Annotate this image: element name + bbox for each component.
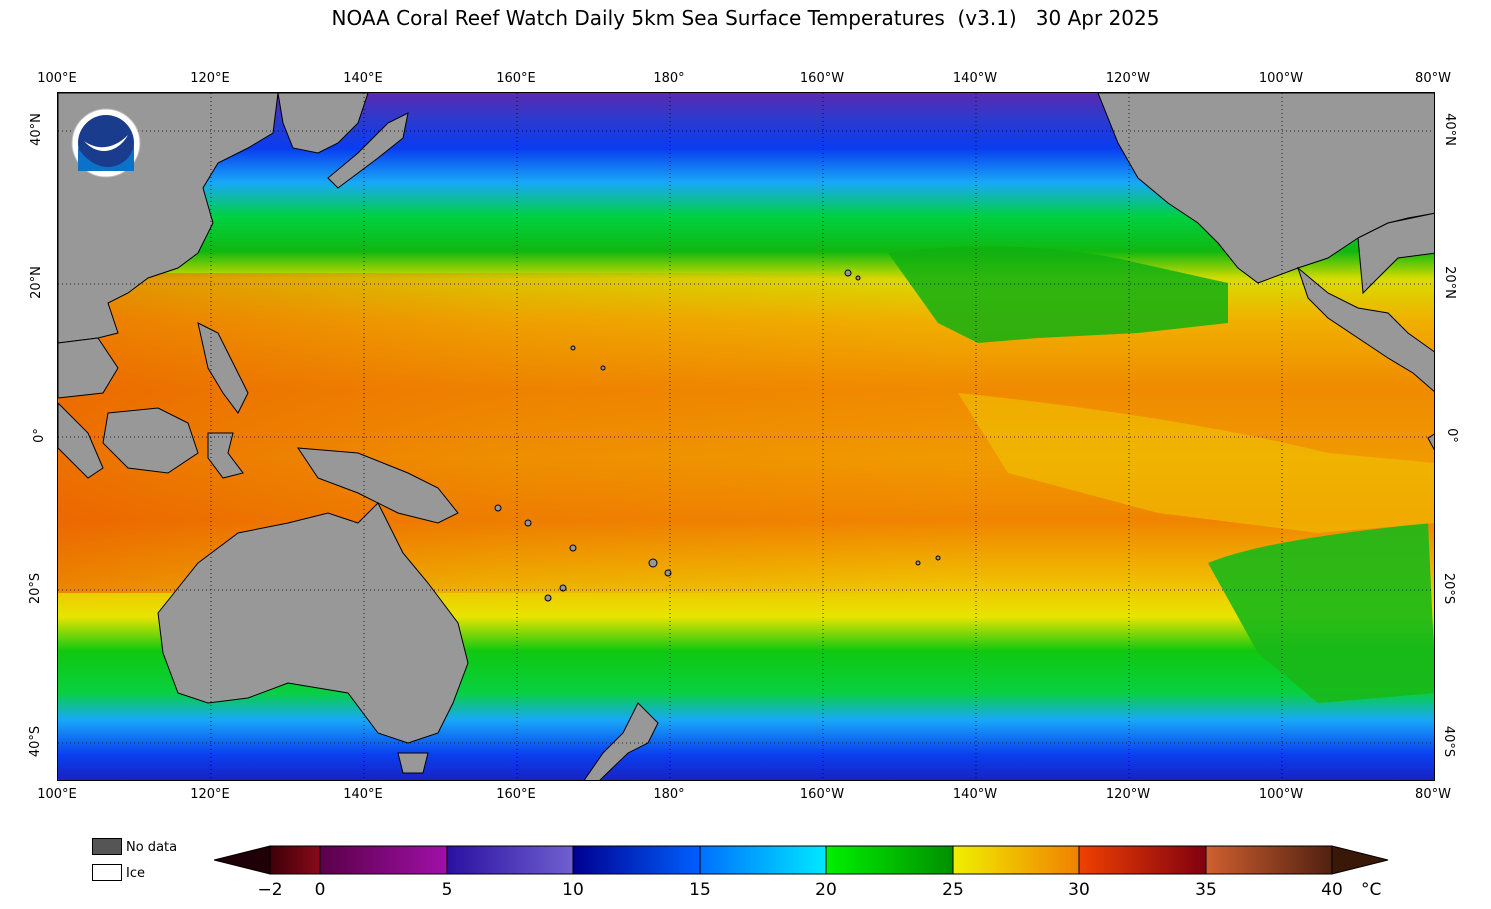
lon-label: 160°E [496,71,536,86]
lat-label: 20°S [28,572,44,605]
colorbar-tick: 10 [562,880,584,900]
lat-label: 40°N [1441,113,1457,146]
sst-map [57,92,1435,781]
colorbar-unit: °C [1361,880,1382,900]
nodata-swatch [92,838,122,855]
island [855,275,861,281]
island [569,544,577,552]
colorbar-tick: 0 [314,880,326,900]
lon-label: 140°E [343,71,383,86]
lon-label: 120°W [1105,787,1151,802]
colorbar-seg [826,846,953,874]
land-masses [58,93,1434,780]
ice-label: Ice [126,866,145,881]
lon-label: 100°E [37,71,77,86]
new-zealand-land [583,702,659,780]
lon-label: 180° [653,71,685,86]
gulf-coast-land [1357,212,1434,295]
noaa-logo [71,108,141,178]
new-guinea-land [297,447,459,524]
lat-label: 40°S [1441,725,1457,758]
island [570,345,576,351]
lon-label: 180° [653,787,685,802]
sulawesi-land [207,432,244,479]
colorbar-seg [1206,846,1332,874]
lat-label: 20°S [1441,572,1457,605]
colorbar-tick: 25 [942,880,964,900]
colorbar-tick: 5 [441,880,453,900]
korea-land [277,93,369,154]
island [524,519,532,527]
ice-swatch [92,864,122,881]
sst-map-svg [58,93,1434,780]
graticule [58,93,1434,780]
colorbar-tick: 20 [815,880,837,900]
colorbar-tick: −2 [257,880,283,900]
lon-label: 140°W [952,787,998,802]
colorbar-seg [270,846,320,874]
colorbar-tick: 40 [1321,880,1343,900]
nodata-label: No data [126,840,178,855]
colorbar-tick: 30 [1068,880,1090,900]
colorbar-seg [700,846,826,874]
lat-label: 0° [1443,428,1459,443]
pacific-islands [494,269,941,602]
colorbar-seg [953,846,1079,874]
lon-label: 100°E [37,787,77,802]
japan-land [327,112,409,189]
colorbar-tick: 35 [1195,880,1217,900]
colorbar-seg [447,846,573,874]
island [544,594,552,602]
south-america-land [1427,433,1434,451]
north-pacific-cool-tongue [888,246,1228,343]
island [559,584,567,592]
island [844,269,852,277]
tasmania-land [397,752,429,774]
lon-label: 120°E [190,71,230,86]
lat-label: 0° [31,428,47,443]
island [664,569,672,577]
island [494,504,502,512]
island [935,555,941,561]
central-america-land [1296,266,1434,392]
map-title: NOAA Coral Reef Watch Daily 5km Sea Surf… [331,6,1160,30]
island [915,560,921,566]
colorbar-seg [1079,846,1206,874]
lat-label: 40°N [28,113,44,146]
lon-label: 160°W [799,71,845,86]
colorbar-seg [573,846,700,874]
indochina-land [58,337,119,399]
lat-label: 20°N [28,266,44,299]
colorbar-min-extension [214,845,271,875]
lon-label: 120°W [1105,71,1151,86]
colorbar-tick: 15 [689,880,711,900]
lon-label: 140°W [952,71,998,86]
lon-label: 100°W [1258,787,1304,802]
lon-label: 160°E [496,787,536,802]
lon-label: 100°W [1258,71,1304,86]
lat-label: 40°S [28,725,44,758]
borneo-land [102,407,199,474]
lon-label: 80°W [1415,787,1451,802]
south-east-pacific-cool [1208,523,1434,703]
lon-label: 160°W [799,787,845,802]
equatorial-band [958,393,1434,533]
lon-label: 80°W [1415,71,1451,86]
lat-label: 20°N [1441,266,1457,299]
lon-label: 140°E [343,787,383,802]
colorbar [214,845,1389,875]
colorbar-seg [320,846,447,874]
colorbar-max-extension [1331,845,1389,875]
island [600,365,606,371]
philippines-land [197,322,249,414]
sumatra-land [58,402,104,479]
island [648,558,658,568]
lon-label: 120°E [190,787,230,802]
australia-land [157,502,469,744]
